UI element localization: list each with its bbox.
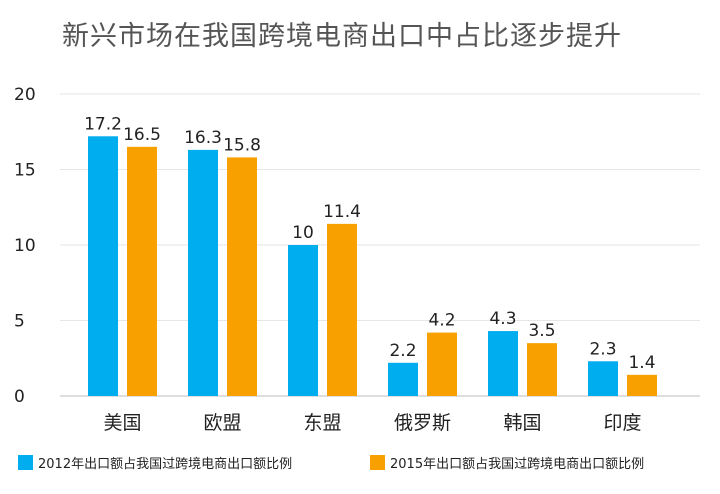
x-tick-label: 印度 xyxy=(603,412,641,434)
data-label: 10 xyxy=(292,223,314,243)
x-tick-label: 东盟 xyxy=(303,412,341,434)
data-label: 11.4 xyxy=(323,202,361,222)
data-label: 16.5 xyxy=(123,125,161,145)
legend-label-2012: 2012年出口额占我国过跨境电商出口额比例 xyxy=(38,457,293,472)
data-label: 4.2 xyxy=(428,311,455,331)
y-tick-label: 0 xyxy=(14,387,25,407)
x-tick-label: 韩国 xyxy=(503,412,541,434)
bar-2012-1 xyxy=(188,149,218,396)
legend-label-2015: 2015年出口额占我国过跨境电商出口额比例 xyxy=(390,457,645,472)
bar-2015-2 xyxy=(327,223,357,396)
bar-2012-0 xyxy=(88,136,118,396)
data-label: 16.3 xyxy=(184,128,222,148)
x-tick-label: 美国 xyxy=(103,412,141,434)
legend-swatch-2015 xyxy=(370,455,385,470)
legend: 2012年出口额占我国过跨境电商出口额比例 2015年出口额占我国过跨境电商出口… xyxy=(18,453,718,479)
data-label: 15.8 xyxy=(223,135,261,155)
bar-2012-3 xyxy=(388,362,418,396)
bar-2015-5 xyxy=(627,374,657,396)
x-tick-label: 欧盟 xyxy=(203,412,241,434)
bar-2015-1 xyxy=(227,157,257,396)
y-tick-label: 5 xyxy=(14,312,25,332)
bar-2012-5 xyxy=(588,361,618,396)
y-tick-label: 20 xyxy=(14,85,36,105)
bar-2015-0 xyxy=(127,146,157,396)
y-tick-label: 10 xyxy=(14,236,36,256)
data-label: 17.2 xyxy=(84,114,122,134)
legend-item-2012: 2012年出口额占我国过跨境电商出口额比例 xyxy=(18,453,292,472)
data-label: 3.5 xyxy=(528,321,555,341)
data-label: 2.3 xyxy=(589,339,616,359)
bar-2015-3 xyxy=(427,332,457,396)
data-label: 4.3 xyxy=(489,309,516,329)
bar-2012-4 xyxy=(488,331,518,396)
bar-2015-4 xyxy=(527,343,557,396)
y-tick-label: 15 xyxy=(14,161,36,181)
bar-2012-2 xyxy=(288,245,318,396)
chart-title: 新兴市场在我国跨境电商出口中占比逐步提升 xyxy=(62,21,622,52)
legend-swatch-2012 xyxy=(18,455,33,470)
data-label: 2.2 xyxy=(389,341,416,361)
legend-item-2015: 2015年出口额占我国过跨境电商出口额比例 xyxy=(370,453,644,472)
data-label: 1.4 xyxy=(628,353,655,373)
x-tick-label: 俄罗斯 xyxy=(394,412,451,434)
